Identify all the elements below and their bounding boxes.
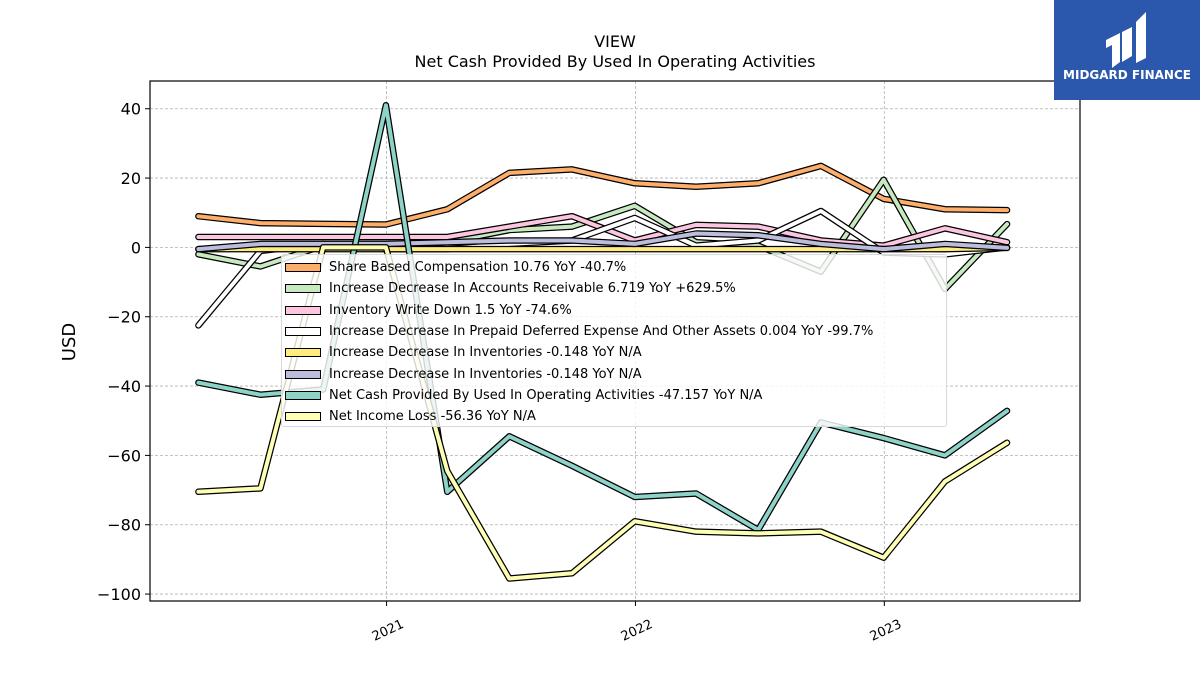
brand-logo: MIDGARD FINANCE: [1054, 0, 1200, 100]
y-tick-label: −40: [107, 377, 141, 396]
x-tick-label: 2023: [868, 617, 904, 645]
logo-mark-icon: [1106, 12, 1146, 68]
chart-title: VIEW: [594, 32, 636, 51]
y-tick-label: −20: [107, 308, 141, 327]
logo-text: MIDGARD FINANCE: [1063, 68, 1191, 82]
legend-label: Share Based Compensation 10.76 YoY -40.7…: [329, 260, 627, 275]
legend-swatch: [285, 390, 321, 400]
series-line-increase-decrease-in-inventories: [196, 231, 1010, 252]
legend-swatch: [285, 412, 321, 422]
legend-swatch: [285, 326, 321, 336]
y-axis: 40 20 0 −20 −40 −60 −80 −100: [97, 100, 150, 604]
chart-subtitle: Net Cash Provided By Used In Operating A…: [415, 52, 816, 71]
y-tick-label: 40: [121, 100, 141, 119]
legend-swatch: [285, 305, 321, 315]
legend: Share Based Compensation 10.76 YoY -40.7…: [281, 254, 947, 427]
legend-label: Net Income Loss -56.36 YoY N/A: [329, 409, 536, 425]
legend-label: Increase Decrease In Inventories -0.148 …: [329, 366, 642, 382]
plot-frame: [149, 80, 1081, 602]
legend-swatch: [285, 348, 321, 358]
series-line-net-income-loss: [196, 245, 1010, 581]
y-axis-label: USD: [59, 323, 80, 361]
legend-swatch: [285, 369, 321, 379]
legend-label: Increase Decrease In Inventories -0.148 …: [329, 345, 642, 361]
legend-label: Increase Decrease In Accounts Receivable…: [329, 281, 736, 297]
legend-label: Inventory Write Down 1.5 YoY -74.6%: [329, 302, 572, 318]
legend-swatch: [285, 263, 321, 272]
x-tick-label: 2021: [370, 617, 406, 645]
legend-label: Net Cash Provided By Used In Operating A…: [329, 387, 763, 403]
y-tick-label: −100: [97, 585, 141, 604]
x-axis: 2021 2022 2023: [370, 601, 904, 645]
y-tick-label: −60: [107, 446, 141, 465]
legend-swatch: [285, 284, 321, 294]
y-tick-label: 20: [121, 169, 141, 188]
y-tick-label: −80: [107, 516, 141, 535]
series-lines: [195, 102, 1011, 582]
y-tick-label: 0: [131, 238, 141, 257]
legend-label: Increase Decrease In Prepaid Deferred Ex…: [329, 323, 874, 339]
x-tick-label: 2022: [619, 617, 655, 645]
